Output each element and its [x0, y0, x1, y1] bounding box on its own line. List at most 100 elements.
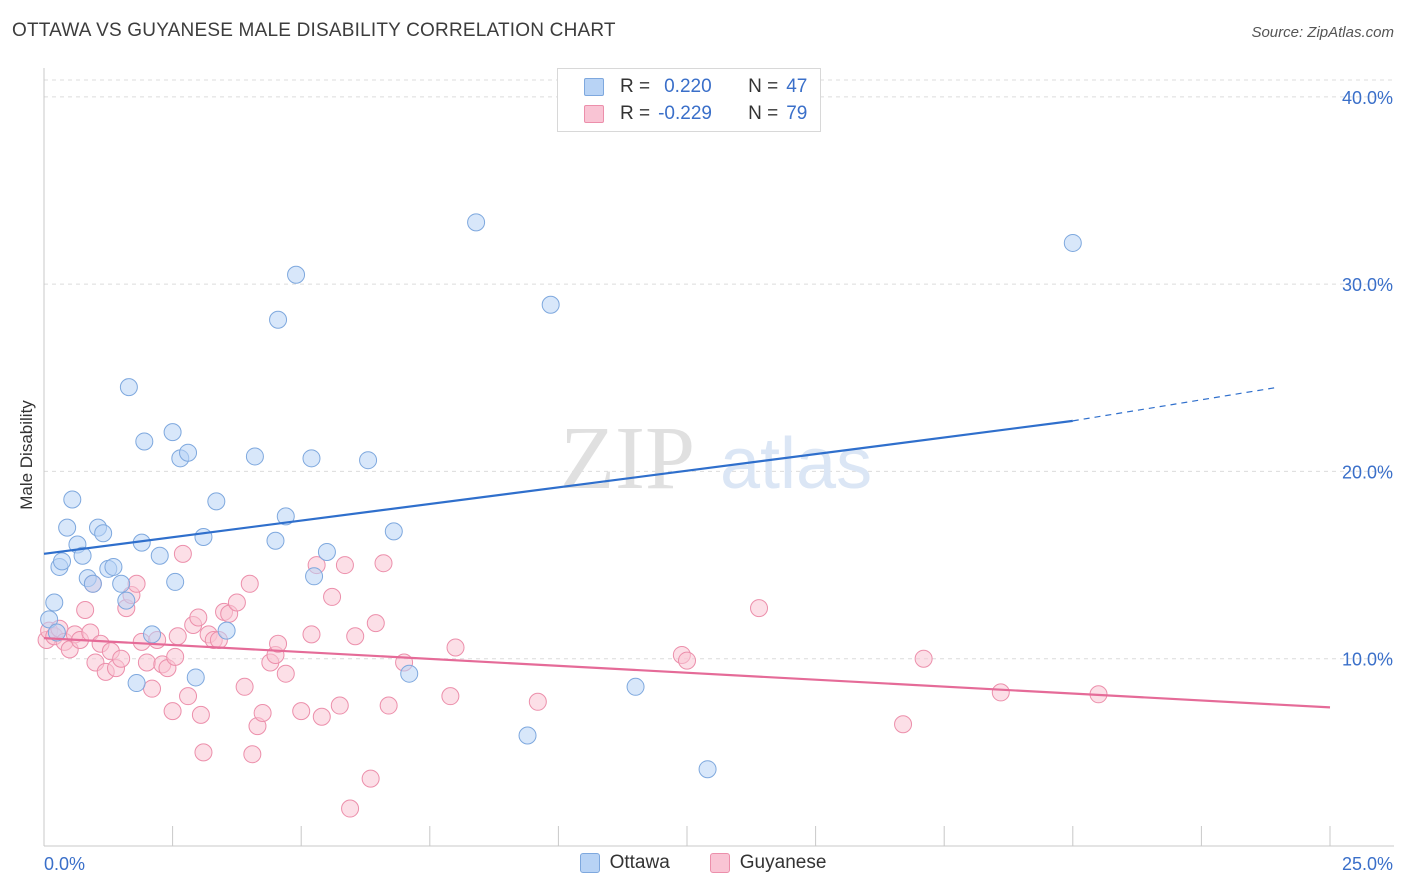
- guyanese-n-label: N =: [748, 103, 779, 124]
- ottawa-point: [266, 531, 285, 550]
- guyanese-point: [253, 704, 272, 723]
- guyanese-point: [914, 649, 933, 668]
- guyanese-point: [894, 715, 913, 734]
- y-tick-label: 20.0%: [1342, 462, 1393, 482]
- ottawa-point: [518, 726, 537, 745]
- guyanese-point: [191, 705, 210, 724]
- ottawa-point: [83, 574, 102, 593]
- ottawa-point: [166, 572, 185, 591]
- ottawa-point: [45, 593, 64, 612]
- ottawa-point: [626, 677, 645, 696]
- guyanese-point: [330, 696, 349, 715]
- guyanese-point: [361, 769, 380, 788]
- guyanese-point: [112, 649, 131, 668]
- guyanese-point: [379, 696, 398, 715]
- guyanese-point: [276, 664, 295, 683]
- ottawa-point: [127, 674, 146, 693]
- ottawa-point: [305, 567, 324, 586]
- guyanese-point: [991, 683, 1010, 702]
- ottawa-n-label: N =: [748, 76, 779, 97]
- legend-ottawa-swatch: [579, 853, 600, 873]
- trend-lines: [43, 386, 1331, 709]
- ottawa-trend-extension: [1072, 386, 1279, 422]
- stats-legend: R = 0.220 N = 47 R = -0.229 N = 79: [557, 68, 821, 132]
- guyanese-point: [292, 702, 311, 721]
- legend-item-ottawa[interactable]: Ottawa: [579, 852, 670, 874]
- ottawa-point: [53, 552, 72, 571]
- ottawa-point: [112, 574, 131, 593]
- y-tick-label: 40.0%: [1342, 88, 1393, 108]
- ottawa-point: [47, 623, 66, 642]
- guyanese-point: [528, 692, 547, 711]
- guyanese-point: [166, 647, 185, 666]
- y-tick-label: 10.0%: [1342, 650, 1393, 670]
- ottawa-point: [150, 546, 169, 565]
- tick-labels: 10.0% 20.0% 30.0% 40.0% 0.0% 25.0%: [44, 88, 1393, 874]
- ottawa-point: [143, 625, 162, 644]
- ottawa-point: [117, 591, 136, 610]
- guyanese-point: [240, 574, 259, 593]
- stats-row-ottawa: R = 0.220 N = 47: [584, 75, 807, 99]
- guyanese-point: [335, 556, 354, 575]
- guyanese-point: [143, 679, 162, 698]
- ottawa-r-value: 0.220: [664, 76, 712, 97]
- legend-ottawa-label: Ottawa: [609, 852, 670, 873]
- ottawa-point: [245, 447, 264, 466]
- y-axis-label: Male Disability: [17, 400, 36, 510]
- ottawa-point: [302, 449, 321, 468]
- legend-item-guyanese[interactable]: Guyanese: [709, 852, 826, 874]
- guyanese-point: [235, 677, 254, 696]
- guyanese-point: [446, 638, 465, 657]
- guyanese-swatch: [584, 105, 604, 123]
- ottawa-point: [135, 432, 154, 451]
- guyanese-point: [163, 702, 182, 721]
- y-tick-label: 30.0%: [1342, 275, 1393, 295]
- guyanese-point: [312, 707, 331, 726]
- gridlines: [44, 79, 1394, 660]
- ottawa-point: [207, 492, 226, 511]
- ottawa-point: [384, 522, 403, 541]
- ottawa-point: [63, 490, 82, 509]
- guyanese-point: [76, 601, 95, 620]
- guyanese-point: [127, 574, 146, 593]
- ottawa-point: [400, 664, 419, 683]
- guyanese-point: [194, 743, 213, 762]
- source-label: Source: ZipAtlas.com: [1251, 24, 1394, 41]
- x-tick-label-min: 0.0%: [44, 854, 85, 874]
- ottawa-point: [317, 542, 336, 561]
- guyanese-point: [269, 634, 288, 653]
- axes: [43, 68, 1394, 847]
- ottawa-point: [269, 310, 288, 329]
- guyanese-trend-line: [43, 637, 1331, 709]
- ottawa-point: [467, 213, 486, 232]
- guyanese-point: [227, 593, 246, 612]
- guyanese-point: [346, 627, 365, 646]
- ottawa-point: [119, 378, 138, 397]
- ottawa-point: [58, 518, 77, 537]
- guyanese-point: [137, 653, 156, 672]
- ottawa-trend-line: [43, 419, 1073, 555]
- series-ottawa-points: [40, 213, 1082, 779]
- x-tick-label-max: 25.0%: [1342, 854, 1393, 874]
- ottawa-point: [287, 265, 306, 284]
- legend-guyanese-swatch: [709, 853, 730, 873]
- guyanese-point: [441, 687, 460, 706]
- guyanese-point: [189, 608, 208, 627]
- guyanese-point: [243, 745, 262, 764]
- ottawa-point: [359, 451, 378, 470]
- guyanese-r-value: -0.229: [658, 103, 712, 124]
- guyanese-point: [173, 544, 192, 563]
- ottawa-point: [73, 546, 92, 565]
- chart-title: OTTAWA VS GUYANESE MALE DISABILITY CORRE…: [12, 20, 616, 41]
- stats-row-guyanese: R = -0.229 N = 79: [584, 102, 807, 126]
- guyanese-point: [168, 627, 187, 646]
- guyanese-point: [374, 554, 393, 573]
- guyanese-point: [750, 599, 769, 618]
- ottawa-point: [698, 760, 717, 779]
- ottawa-point: [179, 443, 198, 462]
- ottawa-point: [541, 295, 560, 314]
- ottawa-r-label: R =: [620, 76, 651, 97]
- ottawa-n-value: 47: [786, 76, 808, 97]
- ottawa-point: [104, 557, 123, 576]
